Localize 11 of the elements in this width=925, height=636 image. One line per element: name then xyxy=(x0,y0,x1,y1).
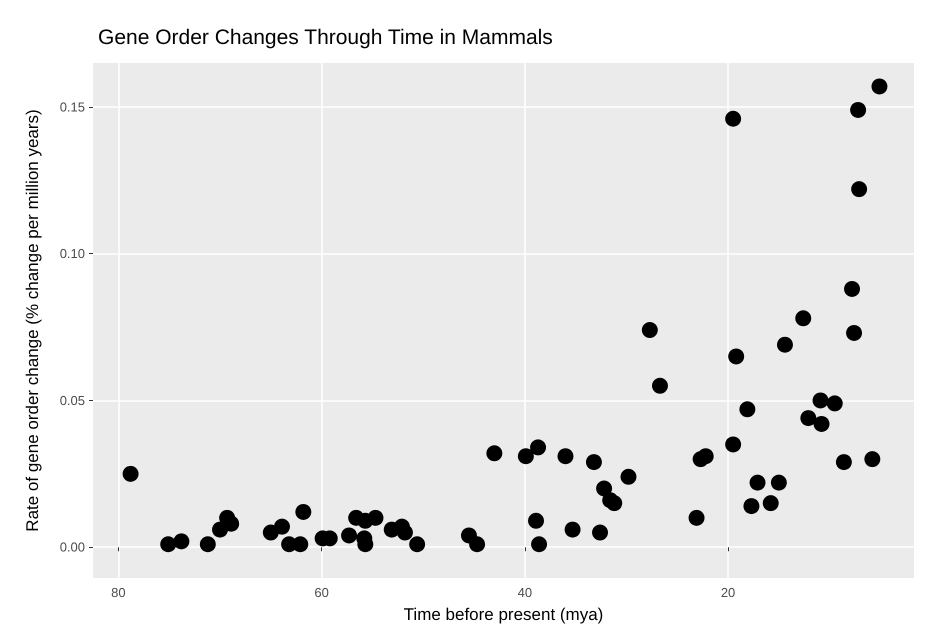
x-axis-title: Time before present (mya) xyxy=(404,605,604,624)
y-tick-label: 0.15 xyxy=(60,100,85,115)
y-tick-label: 0.05 xyxy=(60,392,85,408)
x-tick-label: 40 xyxy=(518,585,532,600)
chart-title: Gene Order Changes Through Time in Mammals xyxy=(98,26,553,49)
x-tick-label: 60 xyxy=(314,585,329,600)
y-tick-label: 0.00 xyxy=(60,540,85,555)
x-tick-label: 80 xyxy=(111,585,126,600)
y-tick-label: 0.10 xyxy=(60,246,85,262)
y-axis-title: Rate of gene order change (% change per million years) xyxy=(23,109,42,532)
x-tick-label: 20 xyxy=(720,585,736,600)
